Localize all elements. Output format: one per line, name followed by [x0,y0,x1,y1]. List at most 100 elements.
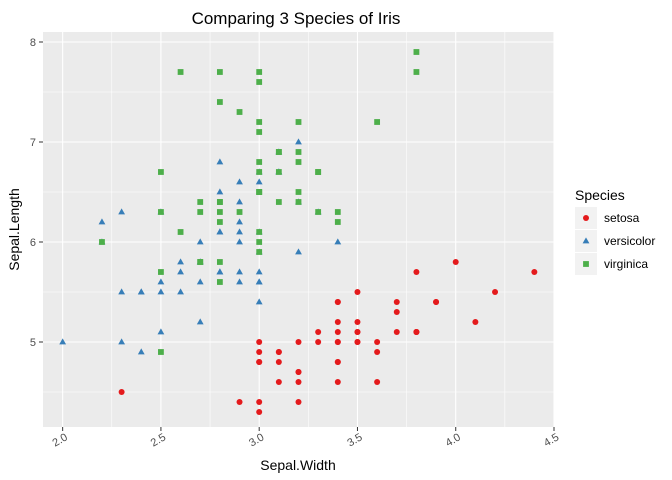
virginica-point [334,219,341,225]
virginica-point [295,199,302,205]
versicolor-point [295,248,302,255]
x-axis: 2.0 2.5 3.0 3.5 4.0 4.5 [51,427,561,449]
virginica-point [256,129,263,135]
versicolor-point [59,338,67,345]
setosa-point [295,339,302,345]
virginica-point [197,209,204,215]
setosa-point [531,269,538,275]
versicolor-point [295,138,302,145]
series-virginica [99,49,420,355]
versicolor-point [177,288,184,295]
setosa-point [354,339,361,345]
setosa-point [334,339,341,345]
chart-title: Comparing 3 Species of Iris [192,9,401,28]
setosa-point [256,349,263,355]
setosa-point [295,379,302,385]
virginica-point [275,199,282,205]
legend-marker-versicolor [582,237,590,244]
virginica-point [256,79,263,85]
setosa-point [492,289,499,295]
virginica-point [158,269,164,275]
versicolor-point [216,188,224,195]
virginica-point [158,349,164,355]
plot-panel [43,32,554,427]
versicolor-point [157,328,165,335]
setosa-point [374,339,381,345]
versicolor-point [177,268,184,275]
virginica-point [256,249,263,255]
versicolor-point [255,298,263,305]
virginica-point [256,189,263,195]
virginica-point [197,199,204,205]
virginica-point [275,169,282,175]
virginica-point [216,69,223,75]
setosa-point [334,319,341,325]
versicolor-point [236,228,243,235]
setosa-point [452,259,459,265]
virginica-point [177,69,184,75]
virginica-point [216,219,223,225]
setosa-point [334,329,341,335]
virginica-point [256,169,263,175]
versicolor-point [216,268,224,275]
versicolor-point [137,348,145,355]
legend-marker-virginica [583,261,589,267]
setosa-point [334,299,341,305]
setosa-point [295,399,302,405]
y-axis-title: Sepal.Length [6,188,22,271]
legend-title: Species [575,187,625,203]
virginica-point [236,109,243,115]
setosa-point [354,289,361,295]
versicolor-point [255,278,263,285]
virginica-point [295,159,302,165]
setosa-point [374,379,381,385]
setosa-point [413,269,420,275]
virginica-point [413,49,420,55]
virginica-point [374,119,381,125]
setosa-point [295,369,302,375]
legend-marker-setosa [583,215,589,221]
setosa-point [393,329,400,335]
virginica-point [216,199,223,205]
legend-label-setosa: setosa [604,211,640,225]
virginica-point [315,209,322,215]
setosa-point [256,409,263,415]
setosa-point [472,319,479,325]
y-axis: 5 6 7 8 [30,37,43,349]
data-points [59,49,538,415]
versicolor-point [236,178,243,185]
virginica-point [295,149,302,155]
setosa-point [236,399,243,405]
setosa-point [374,349,381,355]
virginica-point [256,119,263,125]
legend: Species setosa versicolor virginica [575,187,655,275]
versicolor-point [255,178,263,185]
virginica-point [256,159,263,165]
setosa-point [256,399,263,405]
versicolor-point [196,318,204,325]
virginica-point [197,259,204,265]
versicolor-point [236,218,243,225]
versicolor-point [196,238,204,245]
legend-label-versicolor: versicolor [604,234,655,248]
virginica-point [334,209,341,215]
versicolor-point [196,278,204,285]
virginica-point [275,149,282,155]
setosa-point [354,329,361,335]
virginica-point [236,209,243,215]
versicolor-point [118,208,126,215]
legend-label-virginica: virginica [604,257,648,271]
setosa-point [433,299,440,305]
virginica-point [216,279,223,285]
versicolor-point [118,338,126,345]
setosa-point [315,339,322,345]
versicolor-point [334,238,342,245]
setosa-point [354,319,361,325]
versicolor-point [216,228,224,235]
setosa-point [413,329,420,335]
setosa-point [118,389,125,395]
minor-gridlines [43,32,554,427]
versicolor-point [236,268,243,275]
virginica-point [256,229,263,235]
